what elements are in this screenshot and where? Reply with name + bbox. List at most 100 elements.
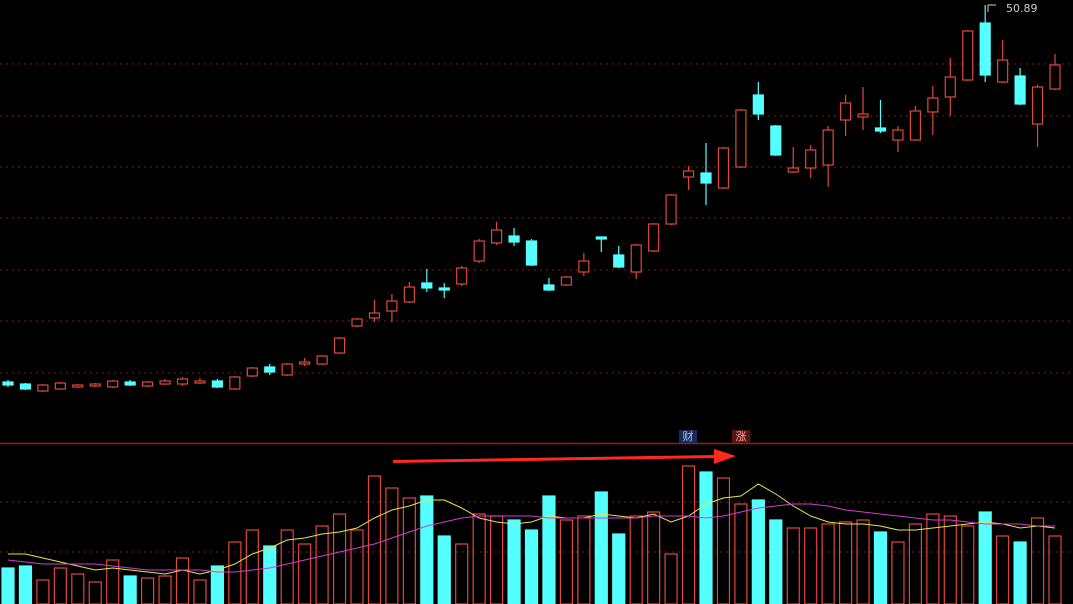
- volume-bar: [385, 487, 399, 604]
- candle-body: [787, 167, 799, 173]
- candle-body: [316, 355, 328, 365]
- volume-bar: [437, 535, 451, 604]
- candle-body: [735, 109, 747, 168]
- volume-bar: [106, 559, 120, 604]
- volume-average-line: [7, 503, 1055, 573]
- volume-bar: [472, 513, 486, 604]
- candle-body: [892, 129, 904, 141]
- volume-bar: [699, 471, 713, 604]
- volume-bar: [769, 519, 783, 604]
- annotation: 涨: [736, 430, 747, 443]
- candle-body: [176, 378, 189, 385]
- volume-bar: [943, 515, 957, 604]
- volume-bar: [315, 525, 329, 604]
- volume-bar: [891, 541, 905, 604]
- candle-body: [2, 381, 14, 386]
- volume-bar: [210, 565, 224, 604]
- candle-body: [1049, 64, 1061, 90]
- volume-bar: [53, 567, 67, 604]
- candle-body: [333, 337, 346, 354]
- candle-body: [560, 276, 573, 286]
- candle-body: [613, 254, 625, 268]
- candle-body: [770, 125, 782, 156]
- volume-bar: [141, 577, 155, 604]
- candle-body: [909, 110, 922, 141]
- annotation-box: [732, 430, 750, 443]
- candle-body: [229, 376, 241, 390]
- candle-body: [700, 172, 712, 184]
- arrow-shaft: [392, 455, 719, 463]
- volume-bar: [280, 529, 294, 604]
- volume-bar: [158, 575, 172, 604]
- volume-bar: [88, 581, 102, 604]
- candle-body: [979, 22, 991, 76]
- max-price-label: 50.89: [1006, 2, 1038, 15]
- candle-body: [630, 244, 642, 273]
- volume-bar: [873, 531, 888, 604]
- volume-bar: [507, 519, 521, 604]
- candle-body: [246, 367, 258, 377]
- candle-body: [752, 94, 764, 115]
- candle-body: [1014, 75, 1026, 105]
- volume-bar: [245, 529, 259, 604]
- candle-body: [368, 312, 381, 319]
- volume-bar: [298, 543, 312, 604]
- arrow-head: [714, 449, 736, 464]
- candle-body: [37, 384, 49, 392]
- candle-body: [142, 381, 154, 387]
- volume-bar: [559, 519, 574, 604]
- candle-body: [805, 149, 817, 169]
- volume-bar: [263, 545, 277, 604]
- candle-body: [54, 382, 66, 390]
- candle-body: [997, 59, 1009, 83]
- candle-body: [264, 366, 276, 373]
- candle-body: [351, 318, 363, 327]
- candle-body: [194, 380, 206, 384]
- volume-bar: [1048, 535, 1062, 604]
- candle-body: [874, 127, 887, 132]
- volume-bar: [193, 579, 207, 604]
- candle-body: [508, 235, 520, 243]
- candle-body: [1031, 86, 1044, 125]
- volume-bar: [908, 523, 923, 604]
- candle-body: [857, 113, 869, 118]
- volume-bar: [123, 575, 137, 604]
- candle-body: [927, 97, 939, 113]
- volume-bar: [332, 513, 347, 604]
- volume-bar: [629, 515, 643, 604]
- volume-bar: [961, 525, 975, 604]
- candle-body: [962, 30, 974, 81]
- volume-bar: [1, 567, 15, 604]
- candle-body: [89, 383, 101, 387]
- volume-bar: [681, 465, 696, 604]
- candle-body: [421, 282, 433, 289]
- volume-bar: [612, 533, 626, 604]
- volume-bar: [490, 515, 504, 604]
- volume-bar: [524, 529, 539, 604]
- candle-body: [578, 260, 590, 273]
- candle-body: [944, 76, 956, 98]
- volume-bar: [420, 495, 434, 604]
- volume-bar: [856, 519, 870, 604]
- candle-body: [386, 300, 398, 312]
- candle-body: [438, 287, 450, 291]
- volume-bar: [367, 475, 382, 604]
- candle-body: [159, 380, 171, 385]
- volume-bar: [71, 573, 85, 604]
- volume-bar: [926, 513, 940, 604]
- volume-bar: [18, 565, 33, 604]
- candle-body: [839, 102, 852, 121]
- annotation: 财: [683, 429, 694, 443]
- volume-bar: [1030, 517, 1045, 604]
- candle-body: [682, 170, 695, 178]
- candle-body: [19, 383, 32, 390]
- volume-bar: [228, 541, 242, 604]
- candle-body: [299, 361, 311, 365]
- volume-bar: [175, 557, 190, 604]
- volume-bar: [838, 521, 853, 604]
- volume-bar: [36, 579, 50, 604]
- volume-bar: [786, 527, 800, 604]
- candle-body: [717, 147, 730, 189]
